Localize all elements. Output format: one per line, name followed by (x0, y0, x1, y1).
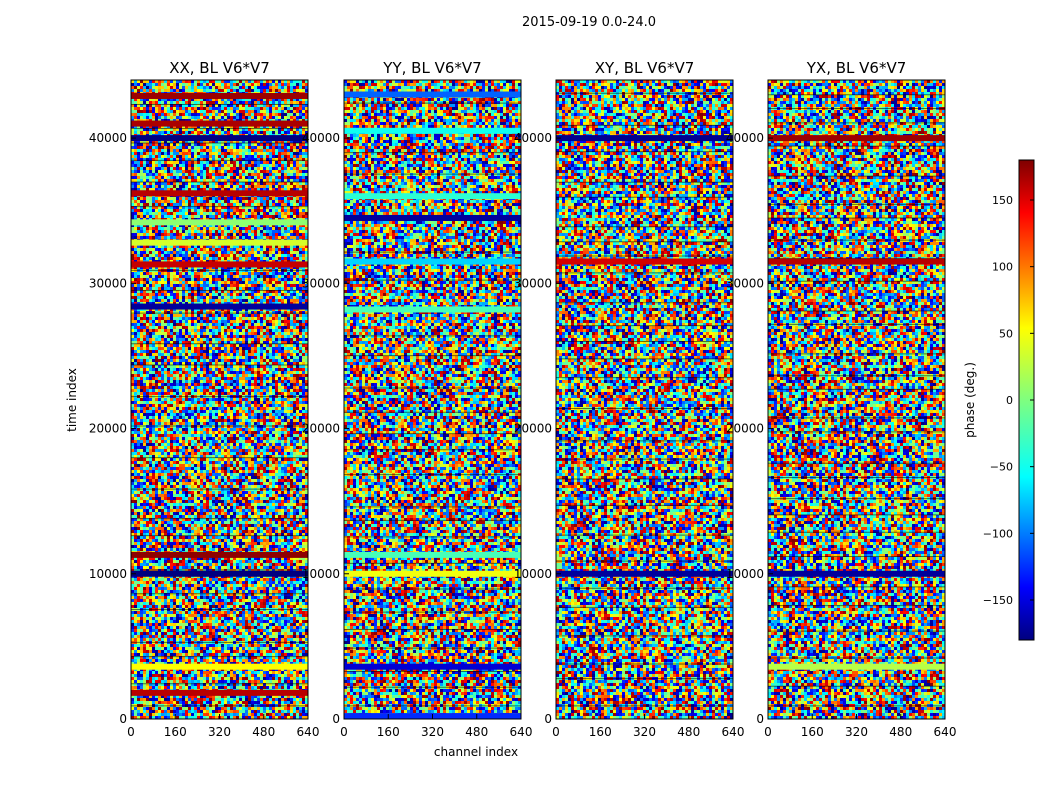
phase-band (131, 92, 308, 99)
y-tick-label: 40000 (514, 131, 552, 145)
phase-band (131, 261, 308, 268)
x-tick-label: 480 (252, 725, 275, 739)
y-tick-label: 30000 (89, 276, 127, 290)
panel-3: YX, BL V6*V7 0 160 320 480 640 0 10000 20000 3000… (726, 59, 957, 739)
colorbar-tick-label: −100 (983, 527, 1013, 540)
y-tick-label: 20000 (302, 422, 340, 436)
x-tick-label: 480 (677, 725, 700, 739)
phase-noise-image (556, 80, 733, 719)
panel-1: YY, BL V6*V7 0 160 320 480 640 0 10000 20000 3000… (302, 59, 533, 739)
x-tick-label: 320 (208, 725, 231, 739)
x-tick-label: 0 (127, 725, 135, 739)
panel-title: YX, BL V6*V7 (806, 59, 907, 77)
panel-title: XX, BL V6*V7 (169, 59, 270, 77)
phase-band (344, 193, 521, 200)
heatmap-panels: XX, BL V6*V7 0 160 320 480 640 0 10000 20000 3000… (89, 59, 957, 739)
phase-noise-image (768, 80, 945, 719)
figure-suptitle: 2015-09-19 0.0-24.0 (522, 15, 656, 30)
y-tick-label: 0 (544, 712, 552, 726)
panel-title: YY, BL V6*V7 (382, 59, 481, 77)
phase-band (768, 258, 945, 265)
phase-band (131, 551, 308, 558)
colorbar-tick-label: 150 (992, 194, 1013, 207)
phase-band (131, 303, 308, 310)
x-tick-label: 640 (510, 725, 533, 739)
y-tick-label: 10000 (302, 567, 340, 581)
phase-band (344, 91, 521, 98)
phase-noise-image (131, 80, 308, 719)
y-tick-label: 10000 (514, 567, 552, 581)
phase-band (131, 135, 308, 142)
phase-band (131, 120, 308, 127)
x-tick-label: 0 (764, 725, 772, 739)
phase-band (131, 219, 308, 226)
phase-band (768, 570, 945, 577)
panel-0: XX, BL V6*V7 0 160 320 480 640 0 10000 20000 3000… (89, 59, 320, 739)
y-tick-label: 20000 (514, 422, 552, 436)
phase-band (768, 135, 945, 142)
x-tick-label: 480 (889, 725, 912, 739)
x-tick-label: 320 (845, 725, 868, 739)
phase-band (131, 689, 308, 696)
y-tick-label: 0 (332, 712, 340, 726)
phase-band (131, 663, 308, 670)
colorbar-ticks: −150 −100 −50 0 50 100 150 (983, 194, 1034, 607)
y-tick-label: 30000 (302, 276, 340, 290)
phase-band (556, 258, 733, 265)
colorbar: −150 −100 −50 0 50 100 150 phase (deg.) (963, 159, 1035, 641)
y-tick-label: 30000 (514, 276, 552, 290)
colorbar-tick-label: 50 (999, 327, 1013, 340)
x-axis-label: channel index (434, 745, 518, 759)
phase-band (344, 663, 521, 670)
phase-band (556, 570, 733, 577)
phase-band (344, 306, 521, 313)
colorbar-label: phase (deg.) (963, 362, 977, 438)
x-tick-label: 160 (801, 725, 824, 739)
phase-band (131, 570, 308, 577)
y-tick-label: 40000 (302, 131, 340, 145)
phase-band (344, 127, 521, 134)
x-tick-label: 320 (421, 725, 444, 739)
phase-band (556, 135, 733, 142)
x-tick-label: 0 (552, 725, 560, 739)
y-tick-label: 20000 (726, 422, 764, 436)
x-tick-label: 320 (633, 725, 656, 739)
phase-band (344, 214, 521, 221)
x-tick-label: 0 (340, 725, 348, 739)
y-tick-label: 40000 (726, 131, 764, 145)
y-tick-label: 0 (119, 712, 127, 726)
phase-band (344, 258, 521, 265)
panel-title: XY, BL V6*V7 (595, 59, 695, 77)
y-tick-label: 40000 (89, 131, 127, 145)
y-tick-label: 10000 (726, 567, 764, 581)
x-tick-label: 640 (722, 725, 745, 739)
x-tick-label: 160 (589, 725, 612, 739)
x-tick-label: 480 (465, 725, 488, 739)
colorbar-tick-label: 100 (992, 261, 1013, 274)
panel-2: XY, BL V6*V7 0 160 320 480 640 0 10000 20000 3000… (514, 59, 745, 739)
x-tick-label: 640 (297, 725, 320, 739)
phase-band (131, 190, 308, 197)
y-tick-label: 0 (756, 712, 764, 726)
colorbar-tick-label: 0 (1006, 394, 1013, 407)
y-tick-label: 10000 (89, 567, 127, 581)
phase-band (131, 239, 308, 246)
phase-noise-image (344, 80, 521, 719)
y-tick-label: 20000 (89, 422, 127, 436)
phase-band (344, 570, 521, 577)
y-axis-label: time index (65, 368, 79, 432)
phase-band (768, 663, 945, 670)
x-tick-label: 160 (377, 725, 400, 739)
phase-band (344, 551, 521, 558)
colorbar-tick-label: −150 (983, 594, 1013, 607)
colorbar-tick-label: −50 (990, 461, 1013, 474)
x-tick-label: 160 (164, 725, 187, 739)
x-tick-label: 640 (934, 725, 957, 739)
y-tick-label: 30000 (726, 276, 764, 290)
